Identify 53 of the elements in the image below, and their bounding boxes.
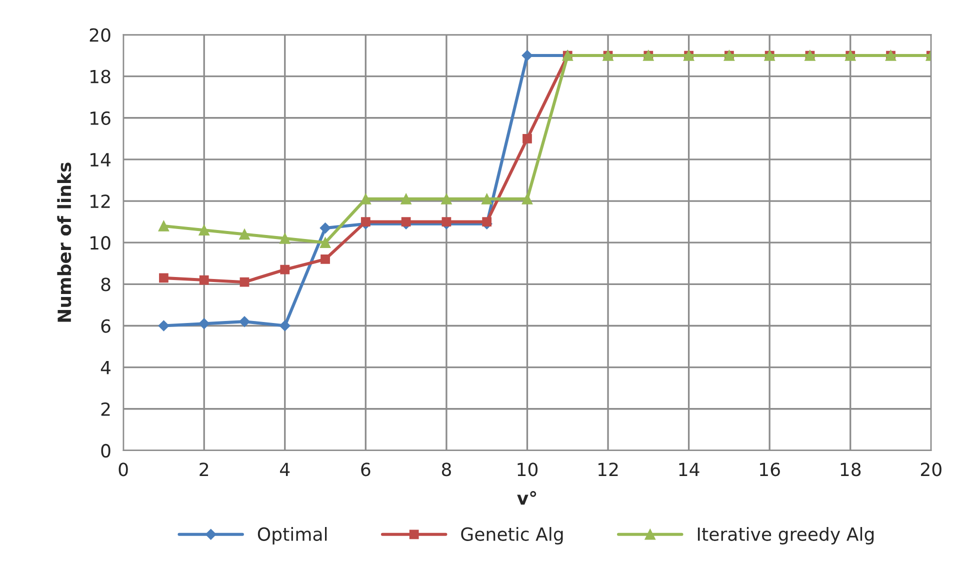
point <box>158 220 170 232</box>
y-tick-label: 16 <box>90 111 110 125</box>
x-tick-label: 12 <box>598 462 618 476</box>
y-tick-label: 2 <box>101 402 110 416</box>
point <box>280 264 290 274</box>
legend-label: Optimal <box>258 526 327 544</box>
point <box>280 233 290 244</box>
point <box>481 194 492 204</box>
x-axis-title: v° <box>517 491 536 505</box>
x-tick-label: 0 <box>118 462 128 476</box>
point <box>320 222 331 234</box>
x-tick-label: 18 <box>840 462 861 476</box>
y-tick-label: 4 <box>100 361 111 374</box>
x-tick-label: 4 <box>280 462 290 476</box>
y-tick-label: 10 <box>90 236 110 250</box>
y-tick-label: 14 <box>90 153 111 166</box>
y-tick-label: 20 <box>90 28 110 42</box>
x-tick-label: 10 <box>518 462 538 476</box>
point <box>239 228 250 240</box>
point <box>158 320 170 332</box>
x-tick-label: 8 <box>442 462 451 476</box>
x-tick-label: 16 <box>760 462 780 476</box>
point <box>360 194 372 204</box>
y-tick-label: 18 <box>90 70 110 84</box>
x-tick-label: 20 <box>920 462 942 476</box>
point <box>279 320 290 332</box>
y-tick-label: 6 <box>101 319 110 333</box>
point <box>442 217 452 226</box>
y-tick-label: 12 <box>90 194 110 208</box>
point <box>482 217 492 226</box>
point <box>198 318 210 330</box>
point <box>400 194 412 204</box>
x-tick-label: 2 <box>200 462 208 476</box>
x-tick-label: 6 <box>361 462 370 476</box>
point <box>320 254 330 264</box>
point <box>240 277 250 287</box>
y-tick-label: 8 <box>101 278 110 292</box>
point <box>320 237 331 248</box>
point <box>198 224 210 236</box>
y-axis-title: Number of links <box>57 162 72 322</box>
legend-label: Genetic Alg <box>461 526 563 544</box>
point <box>199 275 209 285</box>
point <box>522 194 533 204</box>
point <box>522 134 532 144</box>
y-tick-label: 0 <box>101 444 110 458</box>
point <box>159 273 168 283</box>
x-tick-label: 14 <box>679 462 700 476</box>
point <box>401 217 411 226</box>
point <box>441 194 452 204</box>
legend-label: Iterative greedy Alg <box>698 526 874 544</box>
point <box>522 50 533 61</box>
point <box>239 316 250 328</box>
point <box>360 217 370 226</box>
